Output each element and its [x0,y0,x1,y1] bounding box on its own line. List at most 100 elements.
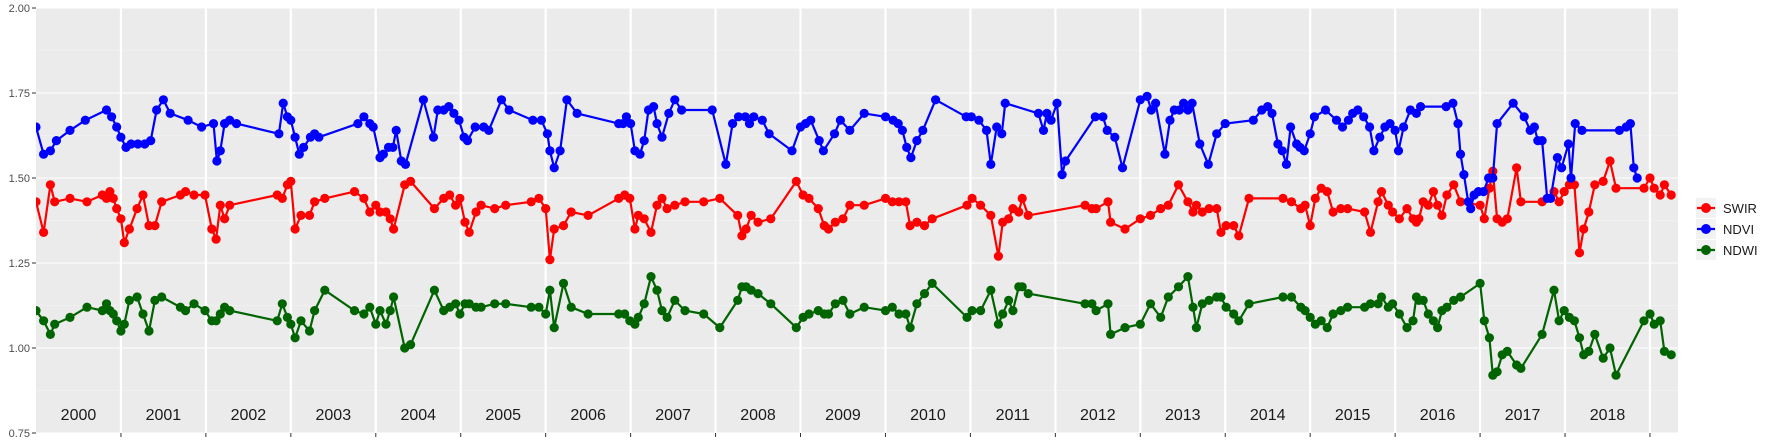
swir-point [1135,214,1145,224]
swir-point [1310,193,1320,203]
swir-point [1023,210,1033,220]
year-label: 2015 [1335,407,1371,424]
legend-item-ndvi: NDVI [1696,219,1754,239]
ndvi-point [1441,102,1451,112]
swir-point [670,200,680,210]
swir-point [715,193,725,203]
ndwi-point [804,309,814,319]
ndwi-point [277,299,287,309]
swir-point [277,193,287,203]
swir-point [157,197,167,207]
y-tick-label: 2.00 [9,3,30,15]
ndwi-point [733,295,743,305]
ndvi-point [1309,112,1319,122]
swir-point [1442,190,1452,200]
ndwi-point [1008,306,1018,316]
ndwi-point [545,285,555,295]
ndwi-point [1135,319,1145,329]
ndwi-point [620,309,630,319]
ndvi-point [1098,112,1108,122]
swir-point [526,197,536,207]
swir-point [464,227,474,237]
legend-key-point [1701,203,1711,213]
swir-point [119,238,129,248]
ndwi-point [1087,299,1097,309]
ndwi-point [1574,333,1585,343]
ndvi-point [378,149,388,159]
ndvi-point [859,108,869,118]
ndwi-point [662,312,672,322]
ndwi-point [50,319,60,329]
swir-point [823,224,834,234]
swir-point [1212,204,1222,214]
swir-point [1017,193,1027,203]
swir-point [1188,207,1198,217]
swir-point [905,221,915,231]
ndwi-point [389,292,399,302]
ndvi-point [1203,159,1213,169]
ndvi-point [1000,98,1010,108]
ndvi-point [639,136,649,146]
ndvi-point [1042,108,1052,118]
ndwi-point [1163,292,1173,302]
ndvi-point [314,132,324,142]
series-layer [36,91,1676,380]
x-axis: 2000 2001 2002 2003 2004 2005 2006 2007 2008 2009… [61,407,1651,437]
swir-point [1244,193,1254,203]
ndvi-point [107,112,117,122]
ndvi-point [1337,122,1348,132]
ndwi-point [381,319,391,329]
ndvi-point [1375,132,1385,142]
ndwi-point [97,306,107,316]
swir-point [791,176,801,186]
ndvi-point [1369,146,1379,156]
legend-label: NDWI [1723,243,1758,258]
ndwi-point [112,316,122,326]
ndwi-point [1428,316,1438,326]
swir-point [630,224,640,234]
swir-point [445,190,455,200]
ndwi-point [1322,323,1332,333]
ndvi-point [818,146,829,156]
ndvi-point [912,136,922,146]
swir-point [1106,217,1116,227]
ndvi-point [562,95,572,105]
ndvi-point [1263,102,1273,112]
ndvi-point [1212,129,1222,139]
year-label: 2005 [485,407,521,424]
swir-point [82,197,92,207]
year-label: 2007 [655,407,691,424]
ndvi-point [504,105,514,115]
ndwi-point [912,299,922,309]
ndwi-point [967,306,977,316]
ndvi-point [1632,173,1642,183]
swir-point [1516,197,1526,207]
ndvi-point [231,119,242,129]
ndvi-point [400,159,411,169]
swir-point [880,193,891,203]
ndwi-point [670,295,680,305]
y-tick-label: 1.50 [9,173,30,185]
ndvi-point [1492,119,1502,129]
ndvi-point [814,136,824,146]
ndwi-point [1234,316,1244,326]
ndwi-point [986,285,996,295]
swir-point [138,190,148,200]
swir-point [501,200,511,210]
ndvi-point [1488,173,1498,183]
ndwi-point [144,326,154,336]
ndwi-point [39,316,49,326]
ndwi-point [1549,285,1559,295]
ndwi-point [1244,299,1254,309]
ndwi-point [1590,329,1600,339]
ndvi-point [931,95,941,105]
ndvi-point [36,122,41,132]
ndwi-point [124,295,134,305]
ndwi-point [1655,316,1665,326]
ndvi-point [274,129,284,139]
ndvi-point [368,122,378,132]
swir-point [101,193,112,203]
ndvi-point [1187,98,1197,108]
swir-point [541,204,551,214]
swir-point [1343,204,1353,214]
